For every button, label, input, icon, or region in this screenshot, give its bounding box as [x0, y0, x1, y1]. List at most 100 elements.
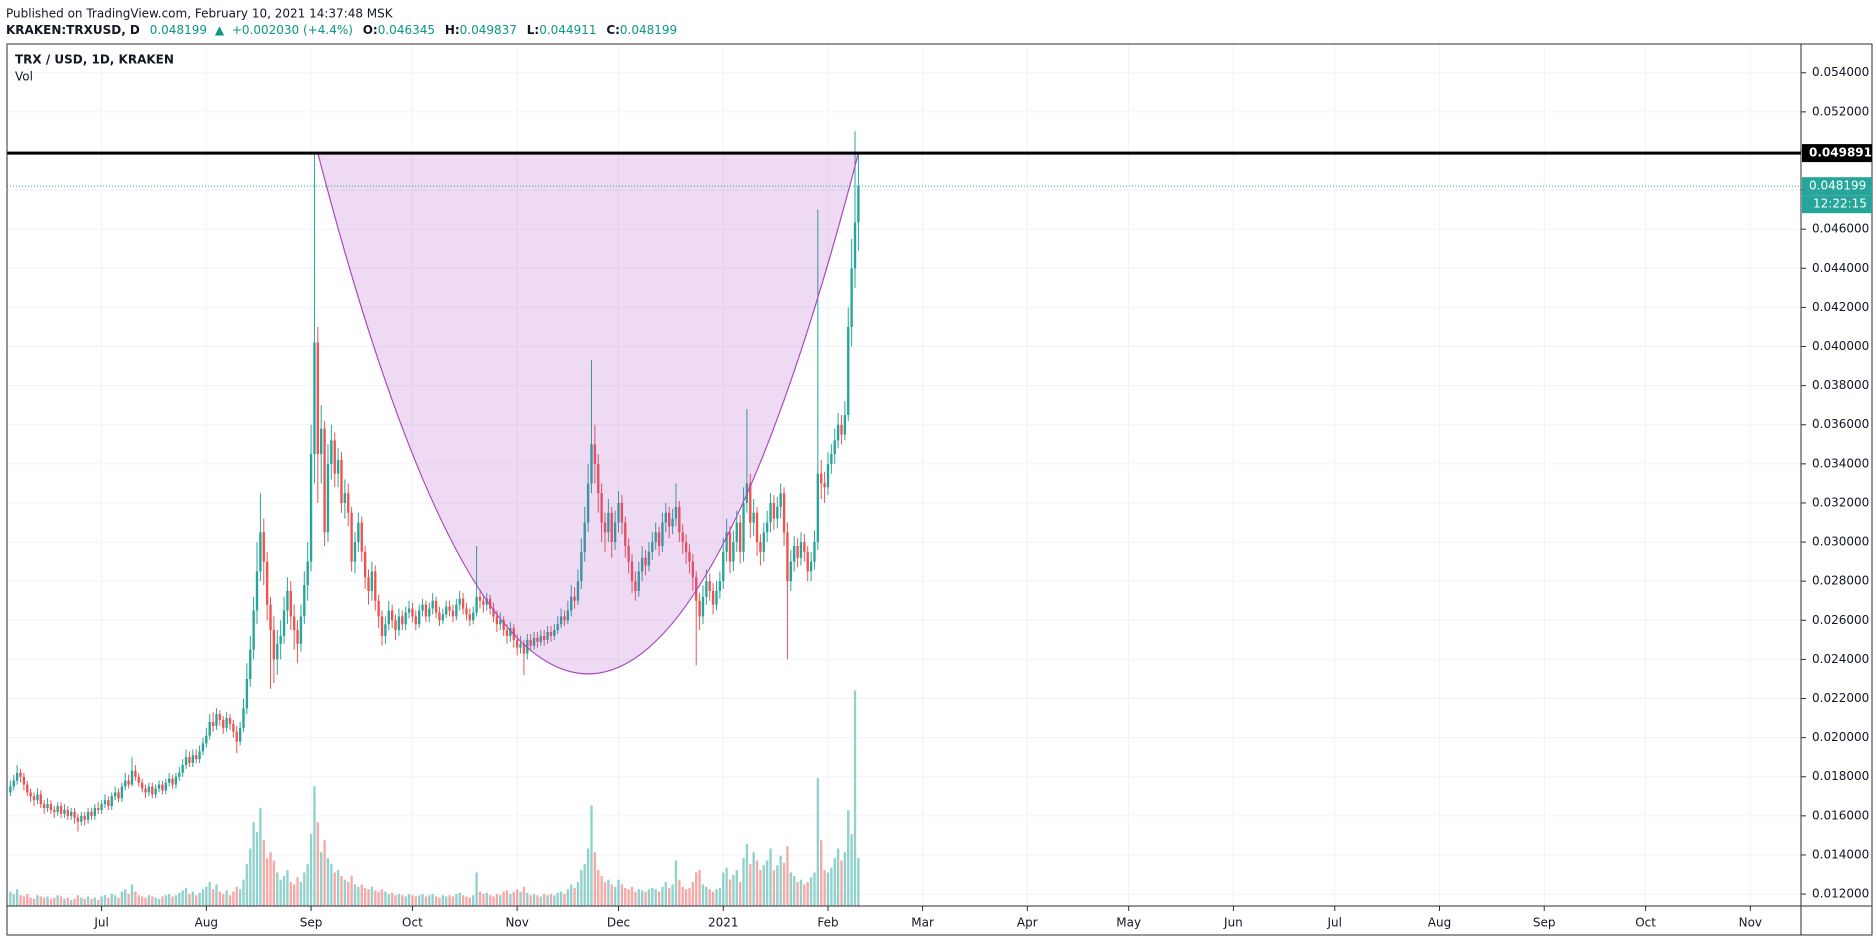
volume-bar — [695, 872, 698, 906]
candle-body — [526, 639, 529, 654]
volume-bar — [242, 879, 245, 906]
candle-body — [509, 628, 512, 636]
volume-bar — [292, 884, 296, 906]
volume-bar — [478, 891, 482, 906]
volume-bar — [610, 884, 613, 906]
candle-body — [370, 571, 374, 591]
candle-body — [242, 708, 245, 728]
candle-body — [586, 483, 590, 523]
volume-bar — [691, 882, 695, 906]
x-tick-label: Feb — [817, 916, 838, 930]
volume-bar — [120, 891, 124, 906]
candle-body — [570, 596, 573, 611]
candle-body — [593, 444, 597, 464]
volume-bar — [140, 896, 144, 906]
candle-body — [715, 590, 718, 605]
candle-body — [762, 532, 765, 552]
close-value: 0.048199 — [620, 23, 677, 37]
candle-body — [820, 473, 823, 484]
volume-bar — [374, 890, 377, 906]
candle-body — [66, 809, 69, 816]
candle-body — [705, 581, 708, 597]
volume-bar — [549, 894, 553, 906]
candle-body — [76, 817, 80, 822]
candle-body — [235, 731, 238, 742]
volume-bar — [205, 886, 208, 906]
candle-body — [181, 765, 184, 773]
candle-body — [279, 635, 282, 644]
volume-bar — [299, 882, 303, 906]
candle-body — [695, 577, 698, 601]
volume-bar — [455, 894, 458, 906]
volume-bar — [245, 864, 249, 906]
volume-bar — [472, 895, 475, 906]
volume-bar — [282, 876, 286, 906]
volume-bar — [684, 889, 688, 906]
volume-bar — [407, 894, 411, 906]
candle-body — [407, 608, 411, 613]
candle-body — [130, 770, 134, 785]
candle-body — [647, 551, 651, 566]
candle-body — [772, 502, 776, 519]
x-tick-label: Sep — [1533, 916, 1556, 930]
volume-bar — [600, 876, 603, 906]
volume-bar — [137, 895, 140, 906]
volume-bar — [110, 894, 113, 906]
volume-bar — [529, 895, 532, 906]
candle-body — [461, 598, 465, 609]
candle-body — [438, 612, 441, 621]
candle-body — [140, 782, 144, 789]
volume-bar — [701, 884, 705, 906]
candle-body — [107, 800, 110, 807]
candle-body — [330, 440, 333, 464]
volume-bar — [738, 882, 742, 906]
candle-body — [765, 522, 769, 533]
volume-bar — [857, 858, 860, 906]
volume-bar — [843, 852, 847, 906]
candle-body — [232, 723, 235, 732]
volume-bar — [107, 897, 110, 906]
volume-bar — [769, 848, 772, 906]
volume-bar — [573, 888, 576, 906]
candle-body — [816, 473, 820, 543]
candle-body — [39, 794, 42, 805]
y-tick-label: 0.016000 — [1812, 808, 1869, 822]
volume-bar — [708, 889, 711, 906]
volume-bar — [86, 896, 90, 906]
candle-body — [397, 616, 401, 631]
candle-body — [144, 788, 147, 793]
volume-bar — [461, 895, 465, 906]
candle-body — [840, 424, 843, 435]
volume-bar — [488, 895, 492, 906]
volume-bar — [526, 892, 529, 906]
candle-body — [539, 635, 542, 642]
candle-body — [603, 522, 607, 533]
symbol: KRAKEN:TRXUSD, D — [6, 23, 140, 37]
volume-bar — [597, 870, 600, 906]
candle-body — [445, 606, 448, 615]
volume-bar — [313, 786, 316, 906]
candle-body — [806, 551, 809, 572]
candle-body — [252, 610, 255, 650]
candle-body — [782, 493, 786, 533]
volume-bar — [799, 879, 803, 906]
candle-body — [42, 804, 46, 809]
volume-bar — [161, 896, 164, 906]
volume-bar — [536, 895, 539, 906]
volume-bar — [813, 872, 816, 906]
y-tick-label: 0.034000 — [1812, 456, 1869, 470]
volume-bar — [651, 888, 654, 906]
low-value: 0.044911 — [539, 23, 596, 37]
candle-body — [255, 571, 259, 611]
volume-bar — [630, 886, 634, 906]
volume-bar — [49, 898, 53, 906]
candle-body — [49, 804, 53, 810]
volume-bar — [617, 879, 620, 906]
candle-body — [265, 561, 269, 605]
candle-body — [357, 522, 360, 543]
candle-body — [151, 786, 154, 795]
candle-body — [434, 600, 438, 613]
candle-body — [83, 815, 86, 820]
volume-bar — [634, 891, 637, 906]
volume-bar — [309, 834, 313, 906]
